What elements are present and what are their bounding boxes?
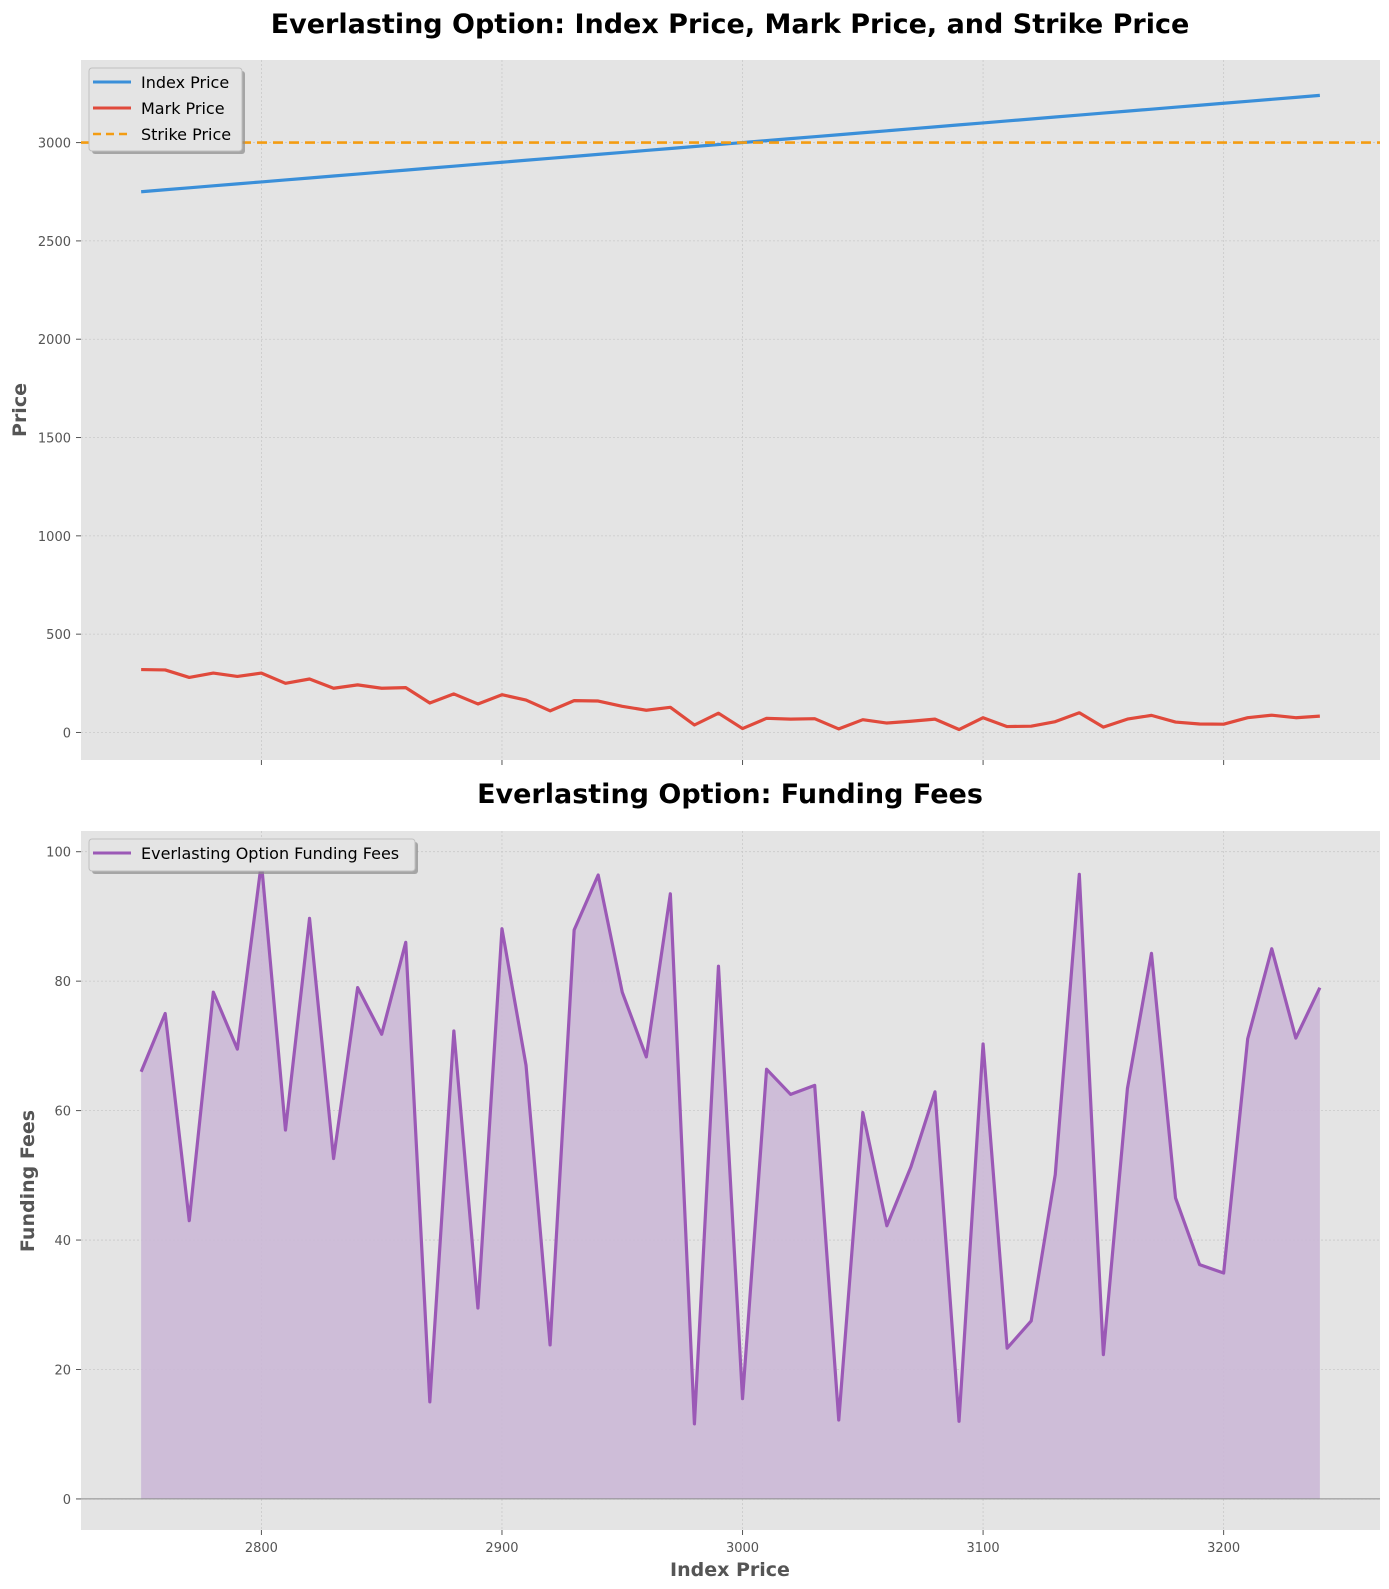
- y-tick-label: 1000: [38, 530, 71, 545]
- x-tick-label: 3000: [726, 1541, 759, 1556]
- top-legend: Index Price Mark Price Strike Price: [88, 67, 245, 154]
- bottom-x-axis-label: Index Price: [670, 1559, 790, 1581]
- top-grid: [81, 60, 1380, 760]
- top-plot-background: [81, 60, 1380, 760]
- top-y-ticks: 0 500 1000 1500 2000 2500 3000: [38, 137, 81, 741]
- y-tick-label: 3000: [38, 137, 71, 152]
- bottom-legend-box: [88, 838, 416, 872]
- x-tick-label: 2800: [245, 1541, 278, 1556]
- y-tick-label: 2000: [38, 333, 71, 348]
- top-panel: 0 500 1000 1500 2000 2500 3000 Everlasting Opt…: [9, 9, 1380, 765]
- y-tick-label: 2500: [38, 235, 71, 250]
- bottom-series-layer: [81, 861, 1380, 1500]
- y-tick-label: 0: [63, 726, 71, 741]
- y-tick-label: 40: [54, 1234, 71, 1249]
- x-tick-label: 3100: [967, 1541, 1000, 1556]
- y-tick-label: 1500: [38, 432, 71, 447]
- bottom-x-ticks: 2800 2900 3000 3100 3200: [245, 1530, 1240, 1556]
- bottom-y-ticks: 0 20 40 60 80 100: [46, 846, 81, 1508]
- bottom-panel: 0 20 40 60 80 100 2800 2900 3000 3100 3200 Everla…: [17, 779, 1380, 1581]
- top-y-axis-label: Price: [9, 383, 31, 437]
- top-series-layer: [81, 93, 1380, 732]
- y-tick-label: 60: [54, 1105, 71, 1120]
- top-legend-box: [88, 67, 243, 152]
- y-tick-label: 20: [54, 1363, 71, 1378]
- bottom-legend: Everlasting Option Funding Fees: [88, 838, 418, 874]
- bottom-y-axis-label: Funding Fees: [17, 1110, 39, 1252]
- y-tick-label: 80: [54, 975, 71, 990]
- bottom-chart-title: Everlasting Option: Funding Fees: [477, 779, 983, 810]
- top-chart-title: Everlasting Option: Index Price, Mark Pr…: [271, 9, 1190, 40]
- top-x-ticks: [260, 760, 1225, 765]
- y-tick-label: 500: [46, 628, 71, 643]
- y-tick-label: 0: [63, 1493, 71, 1508]
- series-line-mark-price: [141, 667, 1320, 732]
- series-area-everlasting-option-funding-fees: [141, 862, 1320, 1499]
- legend-label-strike-price: Strike Price: [141, 125, 231, 144]
- x-tick-label: 3200: [1207, 1541, 1240, 1556]
- x-tick-label: 2900: [485, 1541, 518, 1556]
- series-line-everlasting-option-funding-fees: [139, 861, 1322, 1426]
- legend-label-funding-fees: Everlasting Option Funding Fees: [141, 844, 399, 863]
- y-tick-label: 100: [46, 846, 71, 861]
- legend-label-index-price: Index Price: [141, 73, 229, 92]
- legend-label-mark-price: Mark Price: [141, 99, 225, 118]
